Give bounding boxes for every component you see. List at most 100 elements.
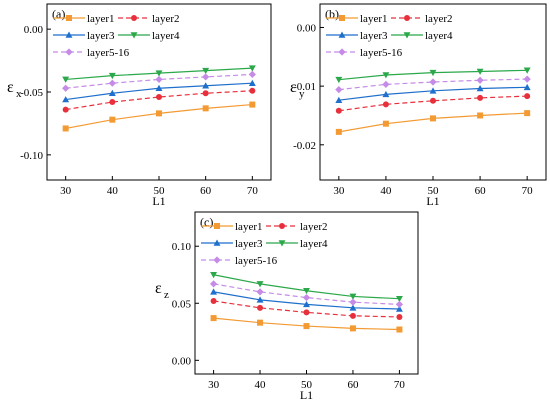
data-point	[382, 72, 390, 79]
data-point	[523, 75, 531, 83]
series-layer2	[62, 87, 256, 113]
data-point	[523, 67, 531, 74]
data-point	[109, 116, 116, 123]
series-layer3	[62, 79, 256, 103]
x-tick-label: 40	[107, 185, 119, 197]
data-point	[248, 79, 256, 86]
data-point	[62, 76, 70, 83]
data-point	[349, 312, 356, 319]
legend-label: layer3	[87, 30, 115, 42]
legend-item: layer4	[118, 30, 180, 42]
data-point	[257, 304, 264, 311]
y-tick-label: 0.05	[172, 298, 192, 310]
data-point	[430, 115, 436, 122]
legend-marker	[214, 223, 220, 229]
panel-label: (c)	[200, 215, 213, 229]
legend-marker	[279, 223, 285, 229]
data-point	[210, 288, 218, 295]
data-point	[210, 315, 217, 322]
x-tick-label: 70	[394, 379, 406, 391]
series-layer1	[210, 315, 403, 333]
y-tick-label: 0.00	[172, 355, 192, 367]
data-point	[476, 68, 484, 75]
x-axis-label: L1	[152, 194, 165, 208]
data-point	[256, 288, 264, 296]
data-point	[210, 271, 218, 279]
data-point	[62, 125, 69, 132]
data-point	[156, 94, 162, 101]
data-point	[303, 323, 310, 330]
x-axis-label: L1	[300, 388, 313, 402]
legend-item: layer1	[53, 13, 114, 25]
legend-label: layer3	[235, 238, 263, 250]
x-axis-label: L1	[426, 194, 439, 208]
data-point	[155, 75, 163, 84]
legend-marker	[130, 32, 138, 39]
x-tick-label: 70	[247, 185, 259, 197]
series-layer4	[335, 67, 531, 84]
y-axis-symbol: ε	[7, 79, 14, 96]
legend-item: layer3	[326, 30, 388, 42]
data-point	[257, 319, 264, 326]
legend-label: layer4	[300, 238, 328, 250]
series-line	[65, 90, 253, 111]
legend-marker	[339, 15, 345, 21]
data-point	[382, 80, 390, 88]
data-point	[210, 297, 217, 304]
y-tick-label: 0.10	[172, 241, 192, 253]
y-tick-label: -0.02	[293, 140, 316, 152]
series-layer5-16	[209, 280, 404, 309]
data-point	[476, 76, 484, 84]
data-point	[429, 78, 437, 86]
series-layer5-16	[62, 70, 256, 92]
data-point	[349, 298, 357, 306]
legend-label: layer5-16	[235, 255, 278, 267]
data-point	[256, 281, 264, 288]
data-point	[523, 83, 531, 91]
data-point	[382, 101, 389, 108]
series-line	[213, 283, 400, 306]
x-tick-label: 40	[255, 379, 267, 391]
data-point	[335, 96, 343, 103]
data-point	[477, 94, 484, 101]
series-layer1	[62, 101, 256, 132]
x-tick-label: 50	[301, 379, 313, 391]
data-point	[395, 300, 404, 309]
y-tick-label: 0.00	[24, 24, 44, 36]
legend-marker	[65, 48, 73, 56]
data-point	[155, 84, 163, 91]
legend: layer1 layer2 layer3 layer4 layer5-16	[201, 221, 328, 267]
legend-label: layer4	[152, 30, 180, 42]
legend-marker	[213, 239, 221, 246]
legend-marker	[403, 32, 411, 39]
data-point	[524, 93, 531, 100]
data-point	[202, 67, 210, 75]
legend-marker	[65, 31, 73, 38]
legend-item: layer2	[391, 13, 452, 25]
legend-marker	[338, 48, 346, 56]
legend-marker	[213, 256, 221, 264]
legend-label: layer1	[360, 13, 387, 25]
legend-item: layer4	[391, 30, 453, 42]
y-axis-symbol: ε	[155, 280, 162, 297]
legend-label: layer1	[87, 13, 114, 25]
series-layer3	[335, 83, 531, 103]
data-point	[335, 86, 343, 94]
legend-marker	[66, 15, 72, 21]
data-point	[202, 73, 210, 81]
x-tick-label: 50	[428, 185, 440, 197]
data-point	[209, 280, 218, 288]
legend: layer1 layer2 layer3 layer4 layer5-16	[326, 13, 453, 59]
legend-item: layer2	[118, 13, 179, 25]
data-point	[108, 72, 116, 80]
x-tick-label: 60	[475, 185, 487, 197]
x-tick-label: 30	[208, 379, 220, 391]
data-point	[335, 76, 343, 84]
data-point	[248, 70, 256, 78]
legend-item: layer2	[266, 221, 327, 233]
data-point	[303, 300, 310, 308]
